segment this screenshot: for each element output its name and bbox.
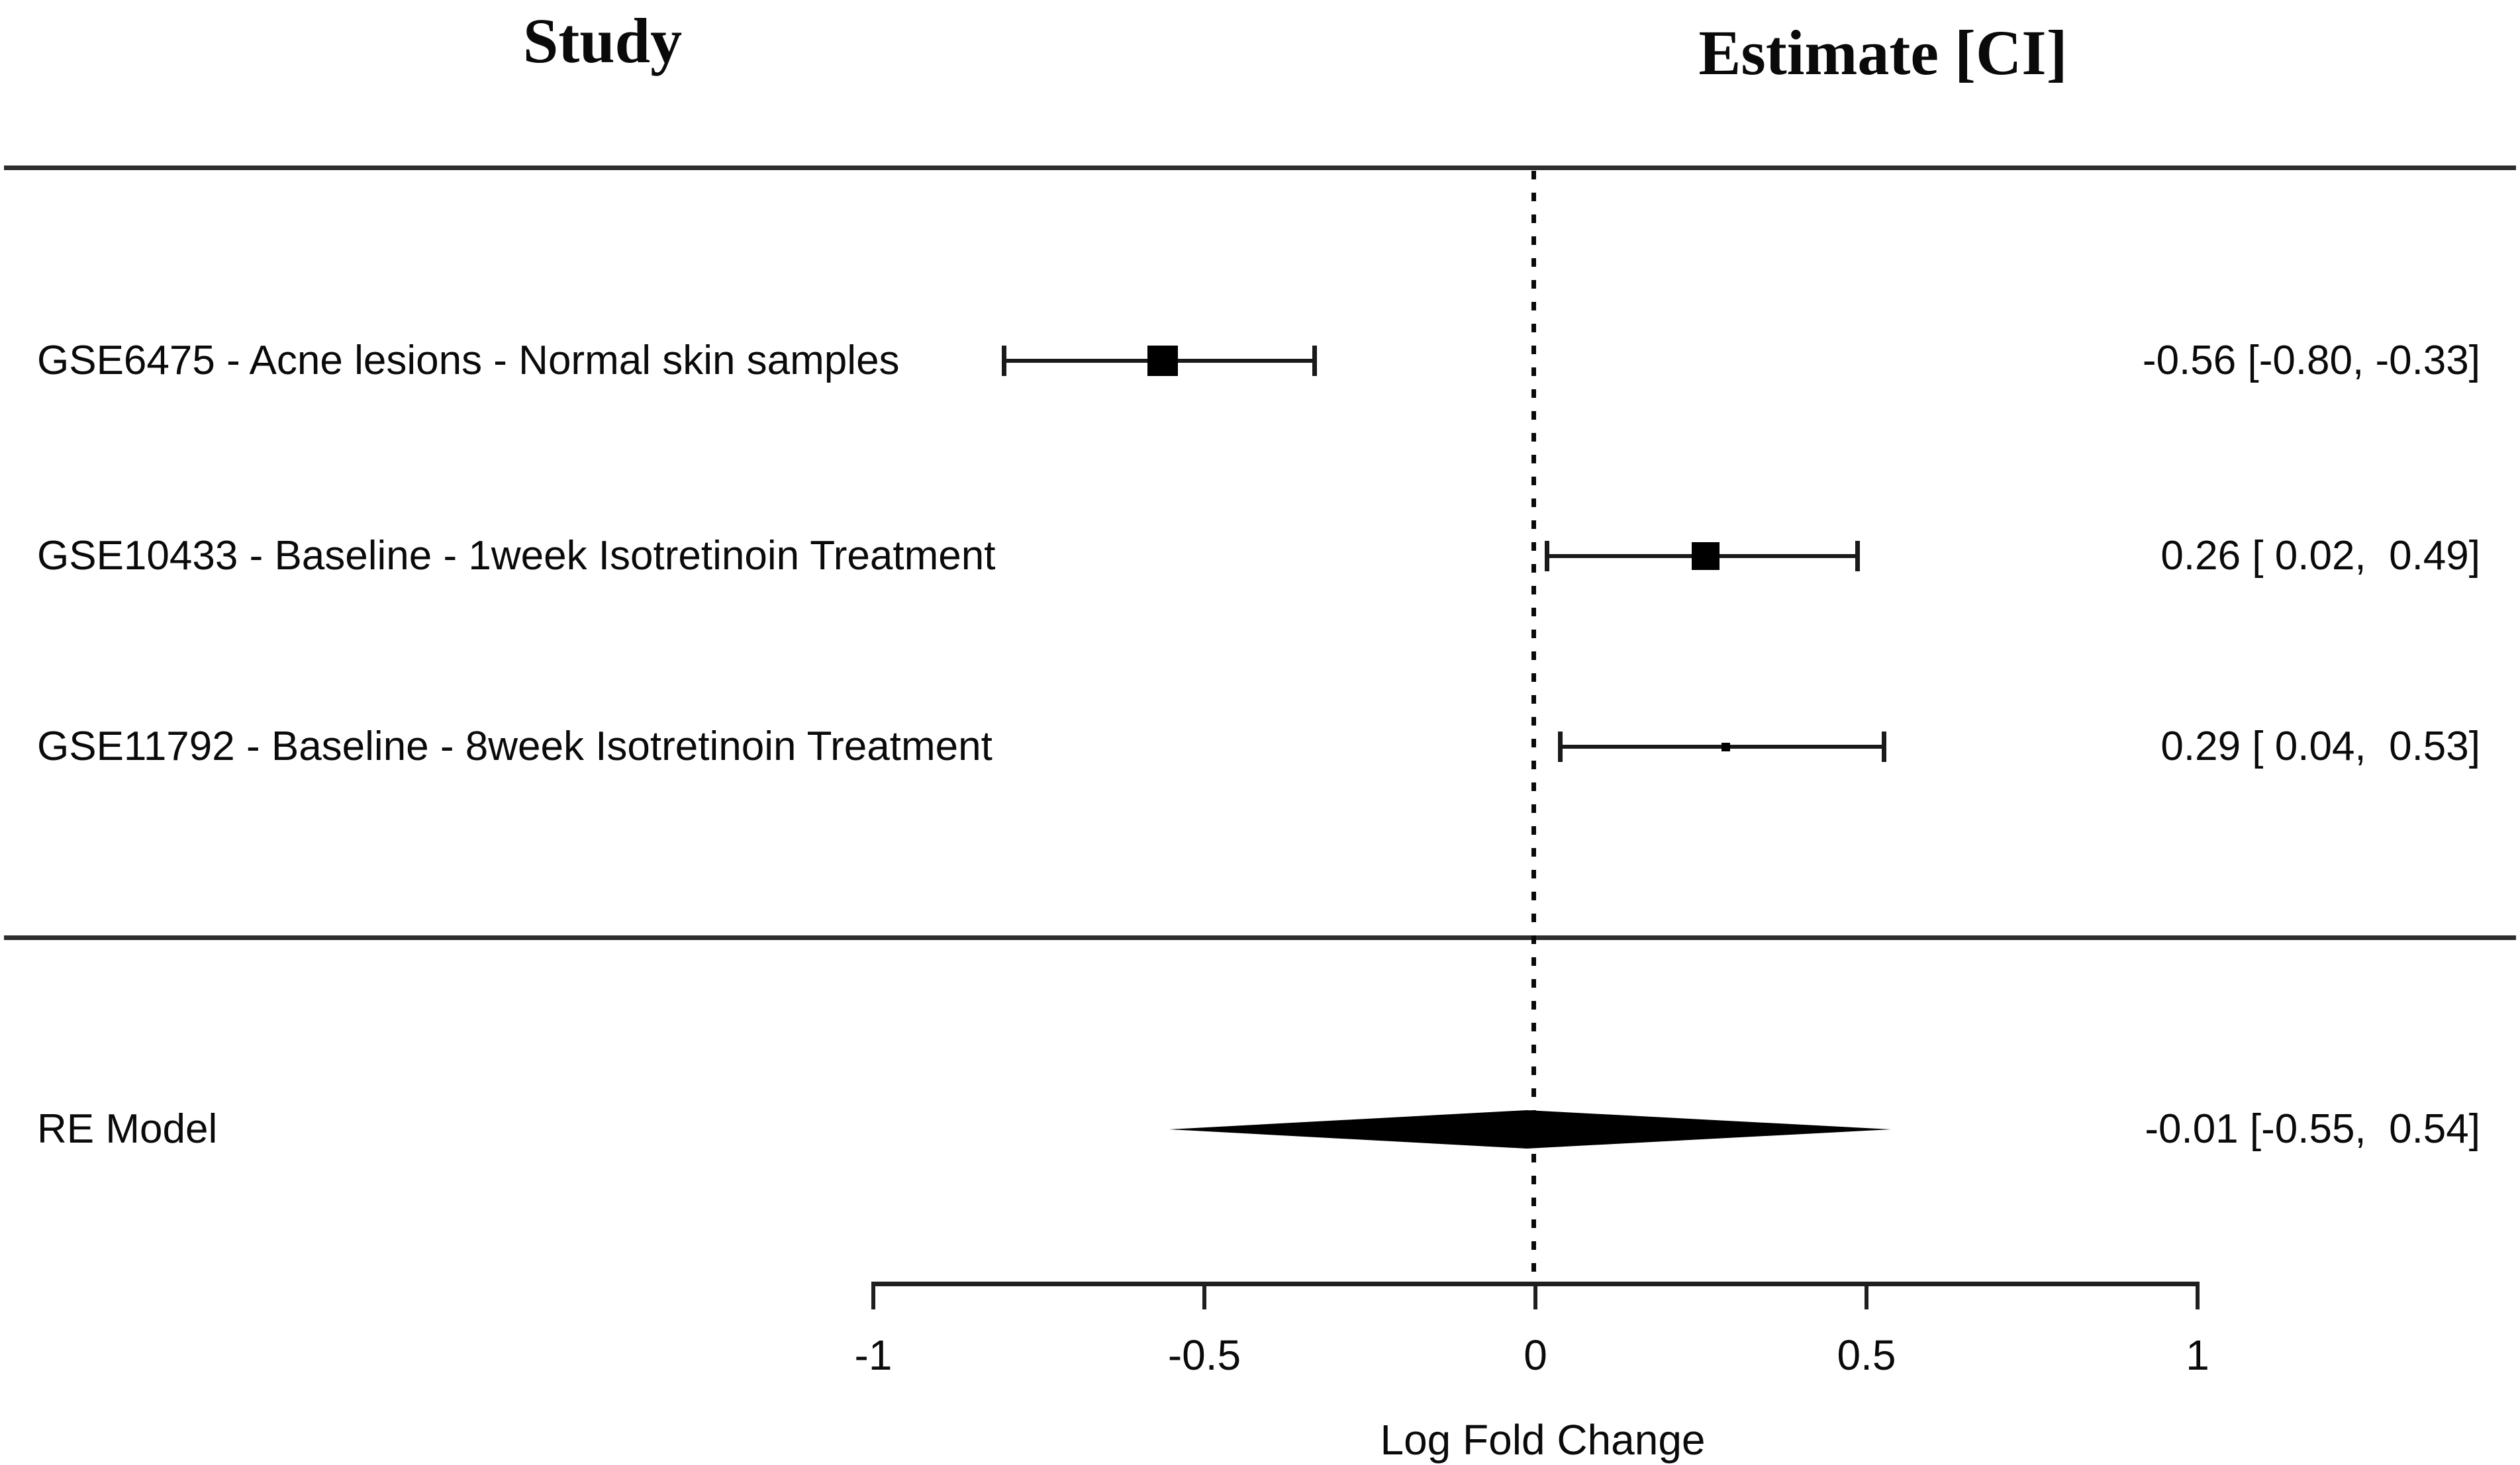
point-estimate-marker xyxy=(1721,742,1730,751)
axis-tick xyxy=(1202,1284,1206,1309)
x-axis-line xyxy=(871,1282,2200,1286)
axis-tick xyxy=(1865,1284,1868,1309)
summary-diamond xyxy=(1169,1110,1891,1149)
study-label: GSE10433 - Baseline - 1week Isotretinoin… xyxy=(37,533,996,579)
estimate-value: 0.29 [ 0.04, 0.53] xyxy=(2160,724,2480,769)
axis-tick xyxy=(871,1284,875,1309)
zero-reference-line xyxy=(1531,171,1536,1282)
estimate-value: -0.56 [-0.80, -0.33] xyxy=(2142,338,2480,383)
top-rule xyxy=(4,165,2516,170)
estimate-value: 0.26 [ 0.02, 0.49] xyxy=(2160,533,2480,579)
estimate-column-header: Estimate [CI] xyxy=(1698,17,2068,88)
x-axis-title: Log Fold Change xyxy=(1380,1416,1706,1464)
ci-cap-right xyxy=(1855,541,1860,571)
summary-label: RE Model xyxy=(37,1106,218,1152)
study-column-header: Study xyxy=(522,5,683,76)
point-estimate-marker xyxy=(1147,346,1178,376)
study-label: GSE6475 - Acne lesions - Normal skin sam… xyxy=(37,338,900,383)
ci-cap-left xyxy=(1558,732,1563,762)
axis-tick-label: 0 xyxy=(1524,1331,1547,1379)
axis-tick-label: -0.5 xyxy=(1167,1331,1241,1379)
axis-tick-label: -1 xyxy=(854,1331,893,1379)
study-label: GSE11792 - Baseline - 8week Isotretinoin… xyxy=(37,724,993,769)
axis-tick-label: 0.5 xyxy=(1837,1331,1896,1379)
ci-cap-left xyxy=(1545,541,1549,571)
axis-tick xyxy=(2196,1284,2200,1309)
summary-separator-rule xyxy=(4,935,2516,940)
axis-tick-label: 1 xyxy=(2186,1331,2209,1379)
ci-cap-right xyxy=(1312,346,1317,376)
ci-cap-left xyxy=(1002,346,1006,376)
summary-estimate-value: -0.01 [-0.55, 0.54] xyxy=(2145,1106,2480,1152)
ci-cap-right xyxy=(1882,732,1886,762)
point-estimate-marker xyxy=(1692,542,1720,570)
axis-tick xyxy=(1533,1284,1537,1309)
